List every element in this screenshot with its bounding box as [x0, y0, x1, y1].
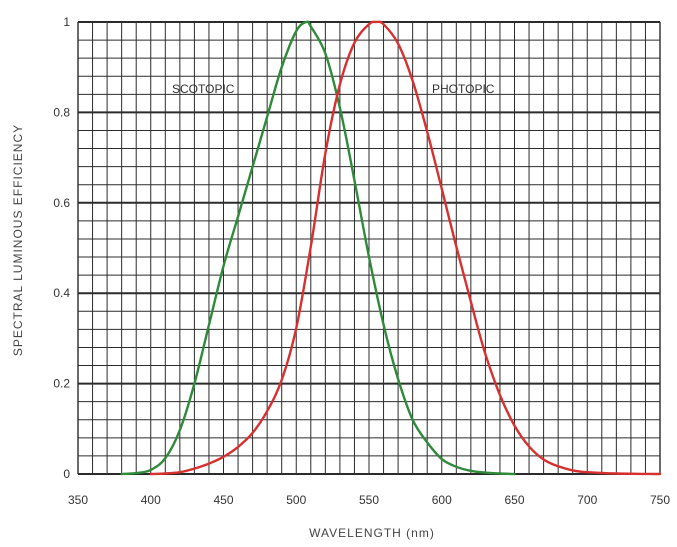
- x-tick-label: 600: [432, 493, 452, 507]
- y-tick-label: 0.2: [53, 377, 70, 391]
- y-tick-label: 0.6: [53, 196, 70, 210]
- x-tick-label: 700: [577, 493, 597, 507]
- plot-grid: [77, 21, 661, 475]
- series-line-photopic: [149, 20, 662, 476]
- x-tick-label: 750: [650, 493, 670, 507]
- y-tick-label: 0.8: [53, 105, 70, 119]
- x-tick-labels: 350 400 450 500 550 600 650 700 750: [68, 493, 670, 507]
- curve-label-photopic: PHOTOPIC: [432, 82, 495, 96]
- y-tick-label: 0.4: [53, 286, 70, 300]
- y-tick-label: 0: [63, 467, 70, 481]
- curve-label-scotopic: SCOTOPIC: [172, 82, 235, 96]
- y-tick-label: 1: [63, 15, 70, 29]
- x-tick-label: 550: [359, 493, 379, 507]
- x-axis-title: WAVELENGTH (nm): [309, 526, 435, 540]
- curves: [120, 20, 662, 476]
- x-tick-label: 350: [68, 493, 88, 507]
- y-axis-title: SPECTRAL LUMINOUS EFFICIENCY: [11, 124, 25, 356]
- x-tick-label: 450: [213, 493, 233, 507]
- x-tick-label: 400: [141, 493, 161, 507]
- x-tick-label: 500: [286, 493, 306, 507]
- x-tick-label: 650: [504, 493, 524, 507]
- series-line-scotopic: [120, 20, 516, 476]
- y-tick-labels: 0 0.2 0.4 0.6 0.8 1: [53, 15, 70, 481]
